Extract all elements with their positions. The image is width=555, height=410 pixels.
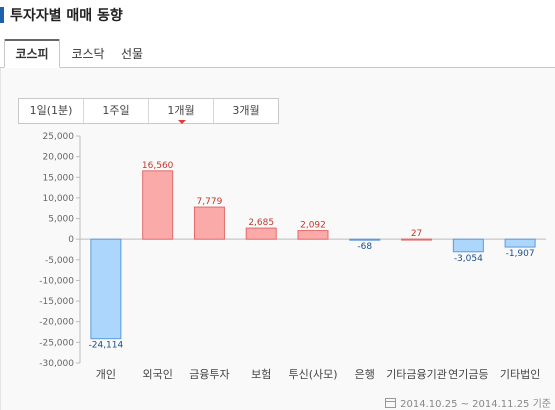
y-tick-label: 10,000 [43,194,75,204]
bar-2 [193,206,225,240]
bar-value-label: -68 [357,242,372,252]
bar-value-label: 27 [411,229,422,239]
x-category-label: 연기금등 [448,368,488,381]
date-range-text: 2014.10.25 ~ 2014.11.25 기준 [400,399,551,410]
y-tick-label: 5,000 [48,215,74,225]
x-category-label: 기타법인 [500,368,540,381]
investor-trading-chart: 25,000 20,000 15,000 10,000 5,000 0 -5,000 -10,… [39,132,546,381]
bar-5 [349,238,381,241]
bar-value-label: 7,779 [197,197,223,207]
bar-value-label: -24,114 [89,341,124,351]
y-tick-label: -30,000 [39,359,74,369]
y-tick-label: -15,000 [39,297,74,307]
bar-value-label: -1,907 [506,249,535,259]
y-tick-label: -10,000 [39,276,74,286]
tab-kospi[interactable]: 코스피 [4,39,60,68]
y-tick-label: 0 [68,235,74,245]
tabs-divider [0,67,555,68]
y-tick-label: -25,000 [39,338,74,348]
bar-8 [504,238,536,248]
bar-0 [90,238,122,340]
bar-value-label: -3,054 [454,254,483,264]
bar-1 [142,170,174,240]
x-category-label: 보험 [251,368,271,381]
bar-value-label: 16,560 [142,161,174,171]
y-tick-label: 20,000 [43,153,75,163]
bar-4 [297,230,329,240]
tab-kosdaq[interactable]: 코스닥 [71,47,105,61]
tab-futures[interactable]: 선물 [120,47,144,61]
y-tick-label: -20,000 [39,318,74,328]
date-range-footer: 2014.10.25 ~ 2014.11.25 기준 [385,395,551,410]
period-tab-1month[interactable]: 1개월 [149,99,214,124]
market-tabs: 코스피 코스닥 선물 [0,39,555,68]
title-marker [0,7,4,23]
x-category-label: 외국인 [142,368,172,381]
period-tabs: 1일(1분) 1주일 1개월 3개월 [18,98,279,124]
x-category-label: 기타금융기관 [386,368,447,381]
page-title-text: 투자자별 매매 동향 [10,8,123,24]
bar-value-label: 2,685 [248,218,274,228]
x-category-label: 투신(사모) [288,368,337,381]
x-category-label: 개인 [96,368,116,381]
page-title: 투자자별 매매 동향 [0,4,123,26]
bar-7 [452,238,484,253]
bar-6 [401,238,433,241]
bar-3 [245,227,277,240]
y-tick-label: 15,000 [43,173,75,183]
y-tick-label: -5,000 [45,256,74,266]
period-tab-1week[interactable]: 1주일 [84,99,149,123]
x-category-label: 금융투자 [189,368,229,381]
period-tab-3month[interactable]: 3개월 [214,99,278,123]
bar-value-label: 2,092 [300,221,326,231]
x-category-label: 은행 [355,368,375,381]
y-tick-label: 25,000 [43,132,75,142]
period-tab-1day[interactable]: 1일(1분) [19,99,84,123]
calendar-icon [385,397,397,408]
